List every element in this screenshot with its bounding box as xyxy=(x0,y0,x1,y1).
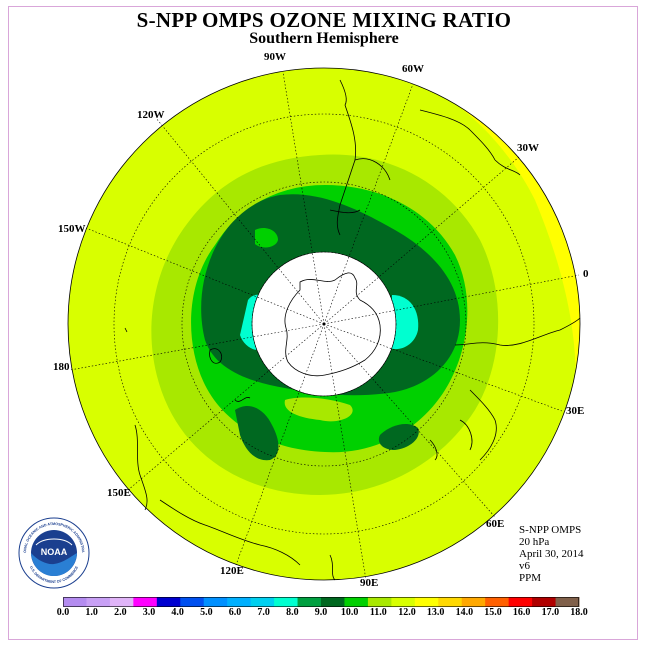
info-units: PPM xyxy=(519,572,542,584)
colorbar-border xyxy=(63,597,579,607)
colorbar-tick-label: 7.0 xyxy=(257,607,270,618)
colorbar-swatch xyxy=(367,597,392,607)
lon-label-60e: 60E xyxy=(486,518,505,530)
colorbar-swatch xyxy=(344,597,369,607)
map-title: S-NPP OMPS OZONE MIXING RATIO xyxy=(136,8,512,32)
south-pole-marker xyxy=(322,322,326,326)
map-subtitle: Southern Hemisphere xyxy=(249,30,399,47)
colorbar-swatch xyxy=(86,597,111,607)
lon-label-90e: 90E xyxy=(360,577,379,589)
info-level: 20 hPa xyxy=(519,536,550,548)
colorbar-tick-label: 0.0 xyxy=(56,607,70,618)
colorbar-swatch xyxy=(555,597,580,607)
field-dark-green-patch-south xyxy=(235,405,279,461)
lon-label-150e: 150E xyxy=(107,487,131,499)
colorbar-tick-label: 11.0 xyxy=(369,607,387,618)
colorbar-tick-label: 8.0 xyxy=(286,607,299,618)
lon-label-90w: 90W xyxy=(264,51,286,63)
field-cyan-region-east xyxy=(390,295,419,350)
colorbar-tick-label: 12.0 xyxy=(398,607,416,618)
colorbar-swatch xyxy=(274,597,299,607)
colorbar-swatch xyxy=(438,597,463,607)
colorbar-tick-label: 18.0 xyxy=(570,607,588,618)
colorbar-swatch xyxy=(180,597,205,607)
field-mid-green-patch xyxy=(284,397,353,422)
colorbar-swatch xyxy=(414,597,439,607)
colorbar xyxy=(63,597,580,607)
colorbar-tick-label: 15.0 xyxy=(484,607,502,618)
colorbar-swatch xyxy=(109,597,134,607)
colorbar-swatch xyxy=(485,597,510,607)
colorbar-tick-label: 2.0 xyxy=(114,607,127,618)
colorbar-swatch xyxy=(250,597,275,607)
lon-label-120e: 120E xyxy=(220,565,244,577)
field-dark-green-patch-east xyxy=(378,424,419,450)
lon-label-30e: 30E xyxy=(566,405,585,417)
info-version: v6 xyxy=(519,560,530,572)
colorbar-swatch xyxy=(63,597,87,607)
colorbar-swatch xyxy=(321,597,345,607)
lon-label-60w: 60W xyxy=(402,63,424,75)
colorbar-swatch xyxy=(133,597,158,607)
colorbar-tick-label: 4.0 xyxy=(171,607,184,618)
colorbar-tick-label: 10.0 xyxy=(340,607,359,618)
lon-label-30w: 30W xyxy=(517,142,539,154)
colorbar-tick-label: 6.0 xyxy=(228,607,242,618)
colorbar-tick-label: 1.0 xyxy=(85,607,98,618)
field-green-patch xyxy=(255,228,278,248)
colorbar-tick-label: 9.0 xyxy=(314,607,328,618)
colorbar-tick-label: 5.0 xyxy=(200,607,213,618)
colorbar-swatch xyxy=(297,597,322,607)
lon-label-0: 0 xyxy=(583,268,589,280)
colorbar-tick-label: 3.0 xyxy=(142,607,156,618)
info-date: April 30, 2014 xyxy=(519,548,584,560)
colorbar-tick-label: 13.0 xyxy=(426,607,445,618)
map-boundary xyxy=(67,67,581,581)
noaa-logo: NOAA NATIONAL OCEANIC AND ATMOSPHERIC AD… xyxy=(18,517,90,589)
colorbar-tick-label: 16.0 xyxy=(512,607,531,618)
colorbar-swatch xyxy=(461,597,486,607)
colorbar-tick-label: 17.0 xyxy=(541,607,560,618)
lon-label-120w: 120W xyxy=(137,109,165,121)
antarctica-coastline xyxy=(284,272,381,377)
graticule xyxy=(69,71,580,581)
noaa-logo-text: NOAA xyxy=(41,547,68,557)
colorbar-swatch xyxy=(227,597,252,607)
figure-frame xyxy=(8,6,638,640)
colorbar-swatch xyxy=(156,597,181,607)
lon-label-150w: 150W xyxy=(58,223,86,235)
colorbar-tick-label: 14.0 xyxy=(455,607,474,618)
info-block: S-NPP OMPS 20 hPa April 30, 2014 v6 PPM xyxy=(519,524,583,584)
info-instrument: S-NPP OMPS xyxy=(519,524,582,536)
colorbar-swatch xyxy=(508,597,533,607)
colorbar-swatch xyxy=(532,597,557,607)
lon-label-180: 180 xyxy=(53,361,70,373)
colorbar-swatch xyxy=(391,597,416,607)
coastlines xyxy=(124,79,581,581)
colorbar-swatch xyxy=(203,597,228,607)
